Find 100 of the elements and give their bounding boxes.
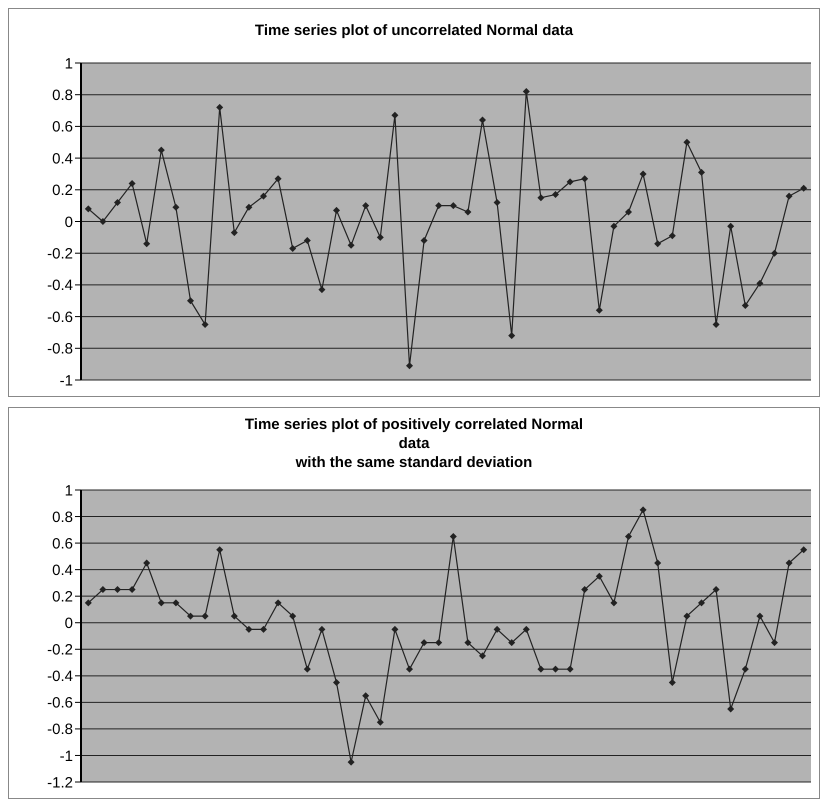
- point: [668, 678, 676, 686]
- y-tick-label: -0.4: [47, 277, 73, 294]
- point: [435, 639, 442, 646]
- point: [464, 208, 472, 216]
- point: [143, 240, 150, 248]
- y-tick-label: 0.2: [52, 588, 73, 606]
- y-tick-label: 1: [64, 482, 73, 500]
- point: [771, 250, 778, 257]
- point: [771, 639, 778, 646]
- point: [245, 204, 252, 211]
- y-tick-label: 0.6: [52, 118, 73, 136]
- point: [187, 612, 194, 620]
- point: [202, 612, 209, 620]
- point: [683, 138, 690, 146]
- y-tick-label: -0.8: [47, 721, 73, 738]
- point: [99, 218, 106, 225]
- point: [756, 612, 764, 620]
- point: [566, 178, 574, 186]
- point: [391, 626, 398, 633]
- point: [172, 599, 180, 606]
- point: [376, 234, 384, 241]
- point: [435, 202, 442, 210]
- point: [158, 146, 165, 154]
- point: [668, 232, 676, 240]
- point: [640, 170, 647, 178]
- point: [800, 184, 808, 192]
- point: [304, 237, 311, 244]
- point: [450, 532, 457, 540]
- point: [522, 88, 530, 96]
- point: [187, 297, 194, 304]
- point: [625, 208, 632, 216]
- point: [537, 194, 544, 202]
- point: [230, 229, 238, 236]
- y-tick-label: -1: [60, 372, 73, 390]
- point: [333, 206, 340, 214]
- point: [537, 666, 544, 673]
- point: [128, 180, 136, 187]
- y-tick-label: 0.8: [52, 87, 73, 104]
- point: [552, 666, 559, 673]
- point: [289, 612, 296, 620]
- chart-title: Time series plot of positively correlated Normal data with the same standard deviation: [244, 414, 584, 472]
- point: [464, 639, 472, 646]
- point: [230, 612, 238, 620]
- point: [274, 599, 282, 606]
- y-tick-label: -0.6: [47, 308, 73, 326]
- point: [698, 168, 705, 176]
- y-tick-label: 0: [64, 615, 73, 632]
- y-tick-label: 0.2: [52, 182, 73, 200]
- y-tick-label: -0.8: [47, 340, 73, 358]
- point: [318, 626, 326, 633]
- point: [786, 560, 793, 566]
- point: [654, 240, 662, 248]
- point: [625, 532, 632, 540]
- point: [800, 546, 808, 554]
- point: [348, 758, 355, 766]
- y-tick-label: -0.2: [47, 246, 73, 263]
- y-tick-label: 0.4: [52, 150, 73, 168]
- point: [216, 546, 224, 554]
- point: [260, 626, 267, 633]
- point: [581, 586, 588, 594]
- point: [596, 572, 603, 580]
- point: [260, 192, 267, 200]
- point: [318, 286, 326, 294]
- y-tick-label: -0.4: [47, 668, 73, 686]
- point: [712, 321, 720, 328]
- point: [698, 599, 705, 606]
- point: [245, 626, 252, 633]
- point: [727, 222, 734, 230]
- y-tick-label: -0.6: [47, 694, 73, 712]
- point: [654, 560, 662, 566]
- chart-title: Time series plot of uncorrelated Normal data: [254, 20, 574, 40]
- point: [742, 666, 749, 673]
- point: [158, 599, 165, 606]
- point: [348, 242, 355, 249]
- point: [610, 599, 618, 606]
- y-tick-label: -1.2: [47, 774, 73, 792]
- point: [450, 202, 457, 210]
- point: [143, 560, 150, 566]
- point: [333, 678, 340, 686]
- point: [756, 280, 764, 287]
- point: [362, 202, 370, 210]
- y-tick-label: 0.8: [52, 508, 73, 526]
- point: [391, 112, 398, 119]
- y-tick-label: -0.2: [47, 642, 73, 659]
- point: [202, 321, 209, 328]
- point: [84, 599, 92, 606]
- point: [406, 666, 413, 673]
- point: [376, 718, 384, 726]
- y-tick-label: 1: [64, 55, 73, 72]
- point: [552, 191, 559, 198]
- point: [494, 626, 501, 633]
- y-tick-label: 0.6: [52, 535, 73, 552]
- point: [566, 666, 574, 673]
- point: [508, 332, 516, 340]
- point: [362, 692, 370, 700]
- point: [420, 639, 428, 646]
- y-tick-label: 0.4: [52, 562, 73, 579]
- point: [727, 706, 734, 712]
- point: [99, 586, 106, 594]
- point: [508, 639, 516, 646]
